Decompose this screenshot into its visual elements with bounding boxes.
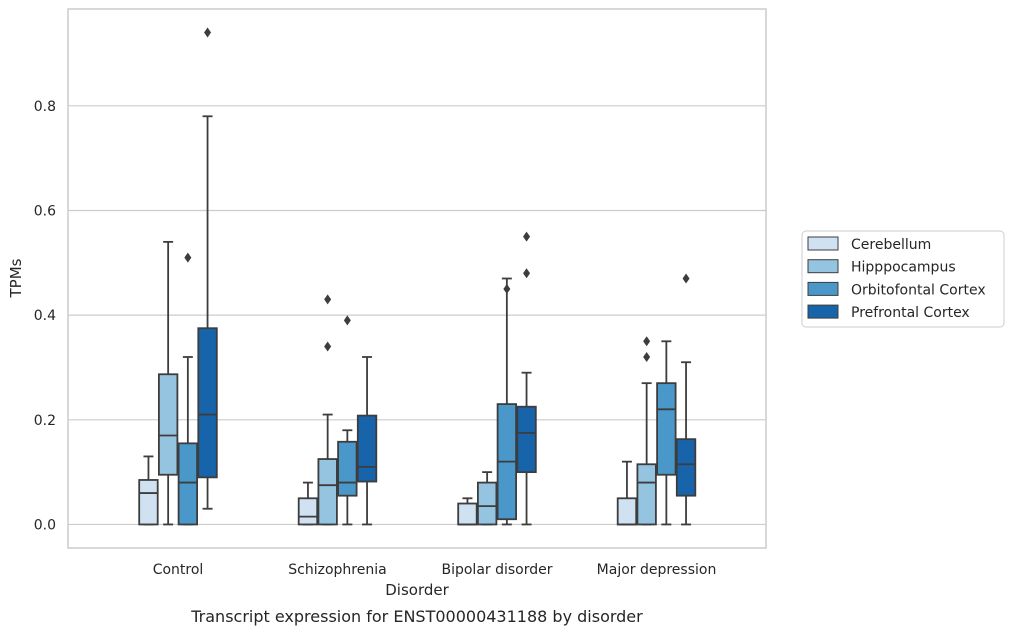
box-body bbox=[457, 502, 478, 526]
box-orbitofontal-cortex bbox=[177, 252, 199, 526]
box-prefrontal-cortex bbox=[675, 273, 697, 526]
box-body bbox=[516, 405, 537, 474]
box-series bbox=[138, 27, 697, 526]
outlier-point bbox=[643, 336, 651, 347]
box-body bbox=[656, 382, 677, 476]
box-cerebellum bbox=[457, 497, 478, 526]
x-tick-label: Control bbox=[153, 562, 204, 578]
box-orbitofontal-cortex bbox=[656, 340, 677, 526]
outlier-point bbox=[184, 252, 192, 263]
box-cerebellum bbox=[138, 455, 159, 526]
legend-swatch bbox=[807, 304, 839, 319]
outlier-point bbox=[682, 273, 690, 284]
box-body bbox=[675, 438, 697, 497]
chart-caption: Transcript expression for ENST0000043118… bbox=[190, 607, 643, 626]
box-body bbox=[476, 481, 498, 526]
box-body bbox=[177, 442, 199, 526]
legend-swatch bbox=[807, 259, 839, 274]
box-body bbox=[356, 414, 378, 483]
outlier-point bbox=[523, 268, 531, 279]
x-axis-label: Disorder bbox=[385, 581, 449, 599]
box-hipppocampus bbox=[476, 471, 498, 526]
y-tick-label: 0.6 bbox=[34, 203, 56, 219]
box-body bbox=[337, 440, 358, 497]
y-tick-label: 0.2 bbox=[34, 413, 56, 429]
legend-entry-label: Hipppocampus bbox=[851, 260, 956, 276]
box-body bbox=[616, 497, 638, 526]
box-cerebellum bbox=[616, 460, 638, 526]
outlier-point bbox=[643, 351, 651, 362]
y-axis-ticks: 0.0 0.2 0.4 0.6 0.8 bbox=[34, 99, 56, 534]
box-body bbox=[297, 497, 319, 526]
x-axis-ticks: Control Schizophrenia Bipolar disorder Majo… bbox=[153, 562, 717, 578]
legend-swatch bbox=[807, 281, 839, 296]
outlier-point bbox=[324, 341, 332, 352]
box-orbitofontal-cortex bbox=[337, 315, 358, 526]
box-orbitofontal-cortex bbox=[496, 277, 518, 526]
legend-swatch bbox=[807, 236, 839, 251]
box-prefrontal-cortex bbox=[197, 27, 218, 510]
y-axis-label: TPMs bbox=[7, 258, 25, 298]
box-hipppocampus bbox=[636, 336, 657, 526]
box-prefrontal-cortex bbox=[356, 356, 378, 526]
legend-frame bbox=[801, 230, 1005, 328]
y-tick-label: 0.0 bbox=[34, 517, 56, 533]
plot-frame bbox=[67, 8, 767, 549]
outlier-point bbox=[343, 315, 351, 326]
outlier-point bbox=[324, 294, 332, 305]
box-body bbox=[138, 479, 159, 526]
legend-entry-label: Orbitofontal Cortex bbox=[851, 282, 986, 298]
box-hipppocampus bbox=[317, 294, 338, 526]
x-tick-label: Schizophrenia bbox=[288, 562, 386, 578]
outlier-point bbox=[204, 27, 212, 38]
y-tick-label: 0.8 bbox=[34, 99, 56, 115]
outlier-point bbox=[503, 283, 511, 294]
box-body bbox=[317, 458, 338, 526]
y-tick-label: 0.4 bbox=[34, 308, 56, 324]
legend-entry-label: Prefrontal Cortex bbox=[851, 305, 970, 321]
box-cerebellum bbox=[297, 481, 319, 526]
box-body bbox=[157, 373, 179, 476]
box-body bbox=[636, 463, 657, 526]
box-body bbox=[197, 327, 218, 479]
outlier-point bbox=[523, 231, 531, 242]
x-tick-label: Bipolar disorder bbox=[441, 562, 552, 578]
box-hipppocampus bbox=[157, 240, 179, 526]
box-prefrontal-cortex bbox=[516, 231, 537, 526]
legend: Cerebellum Hipppocampus Orbitofontal Corte… bbox=[801, 230, 1005, 328]
legend-entry-label: Cerebellum bbox=[851, 237, 931, 253]
x-tick-label: Major depression bbox=[597, 562, 717, 578]
